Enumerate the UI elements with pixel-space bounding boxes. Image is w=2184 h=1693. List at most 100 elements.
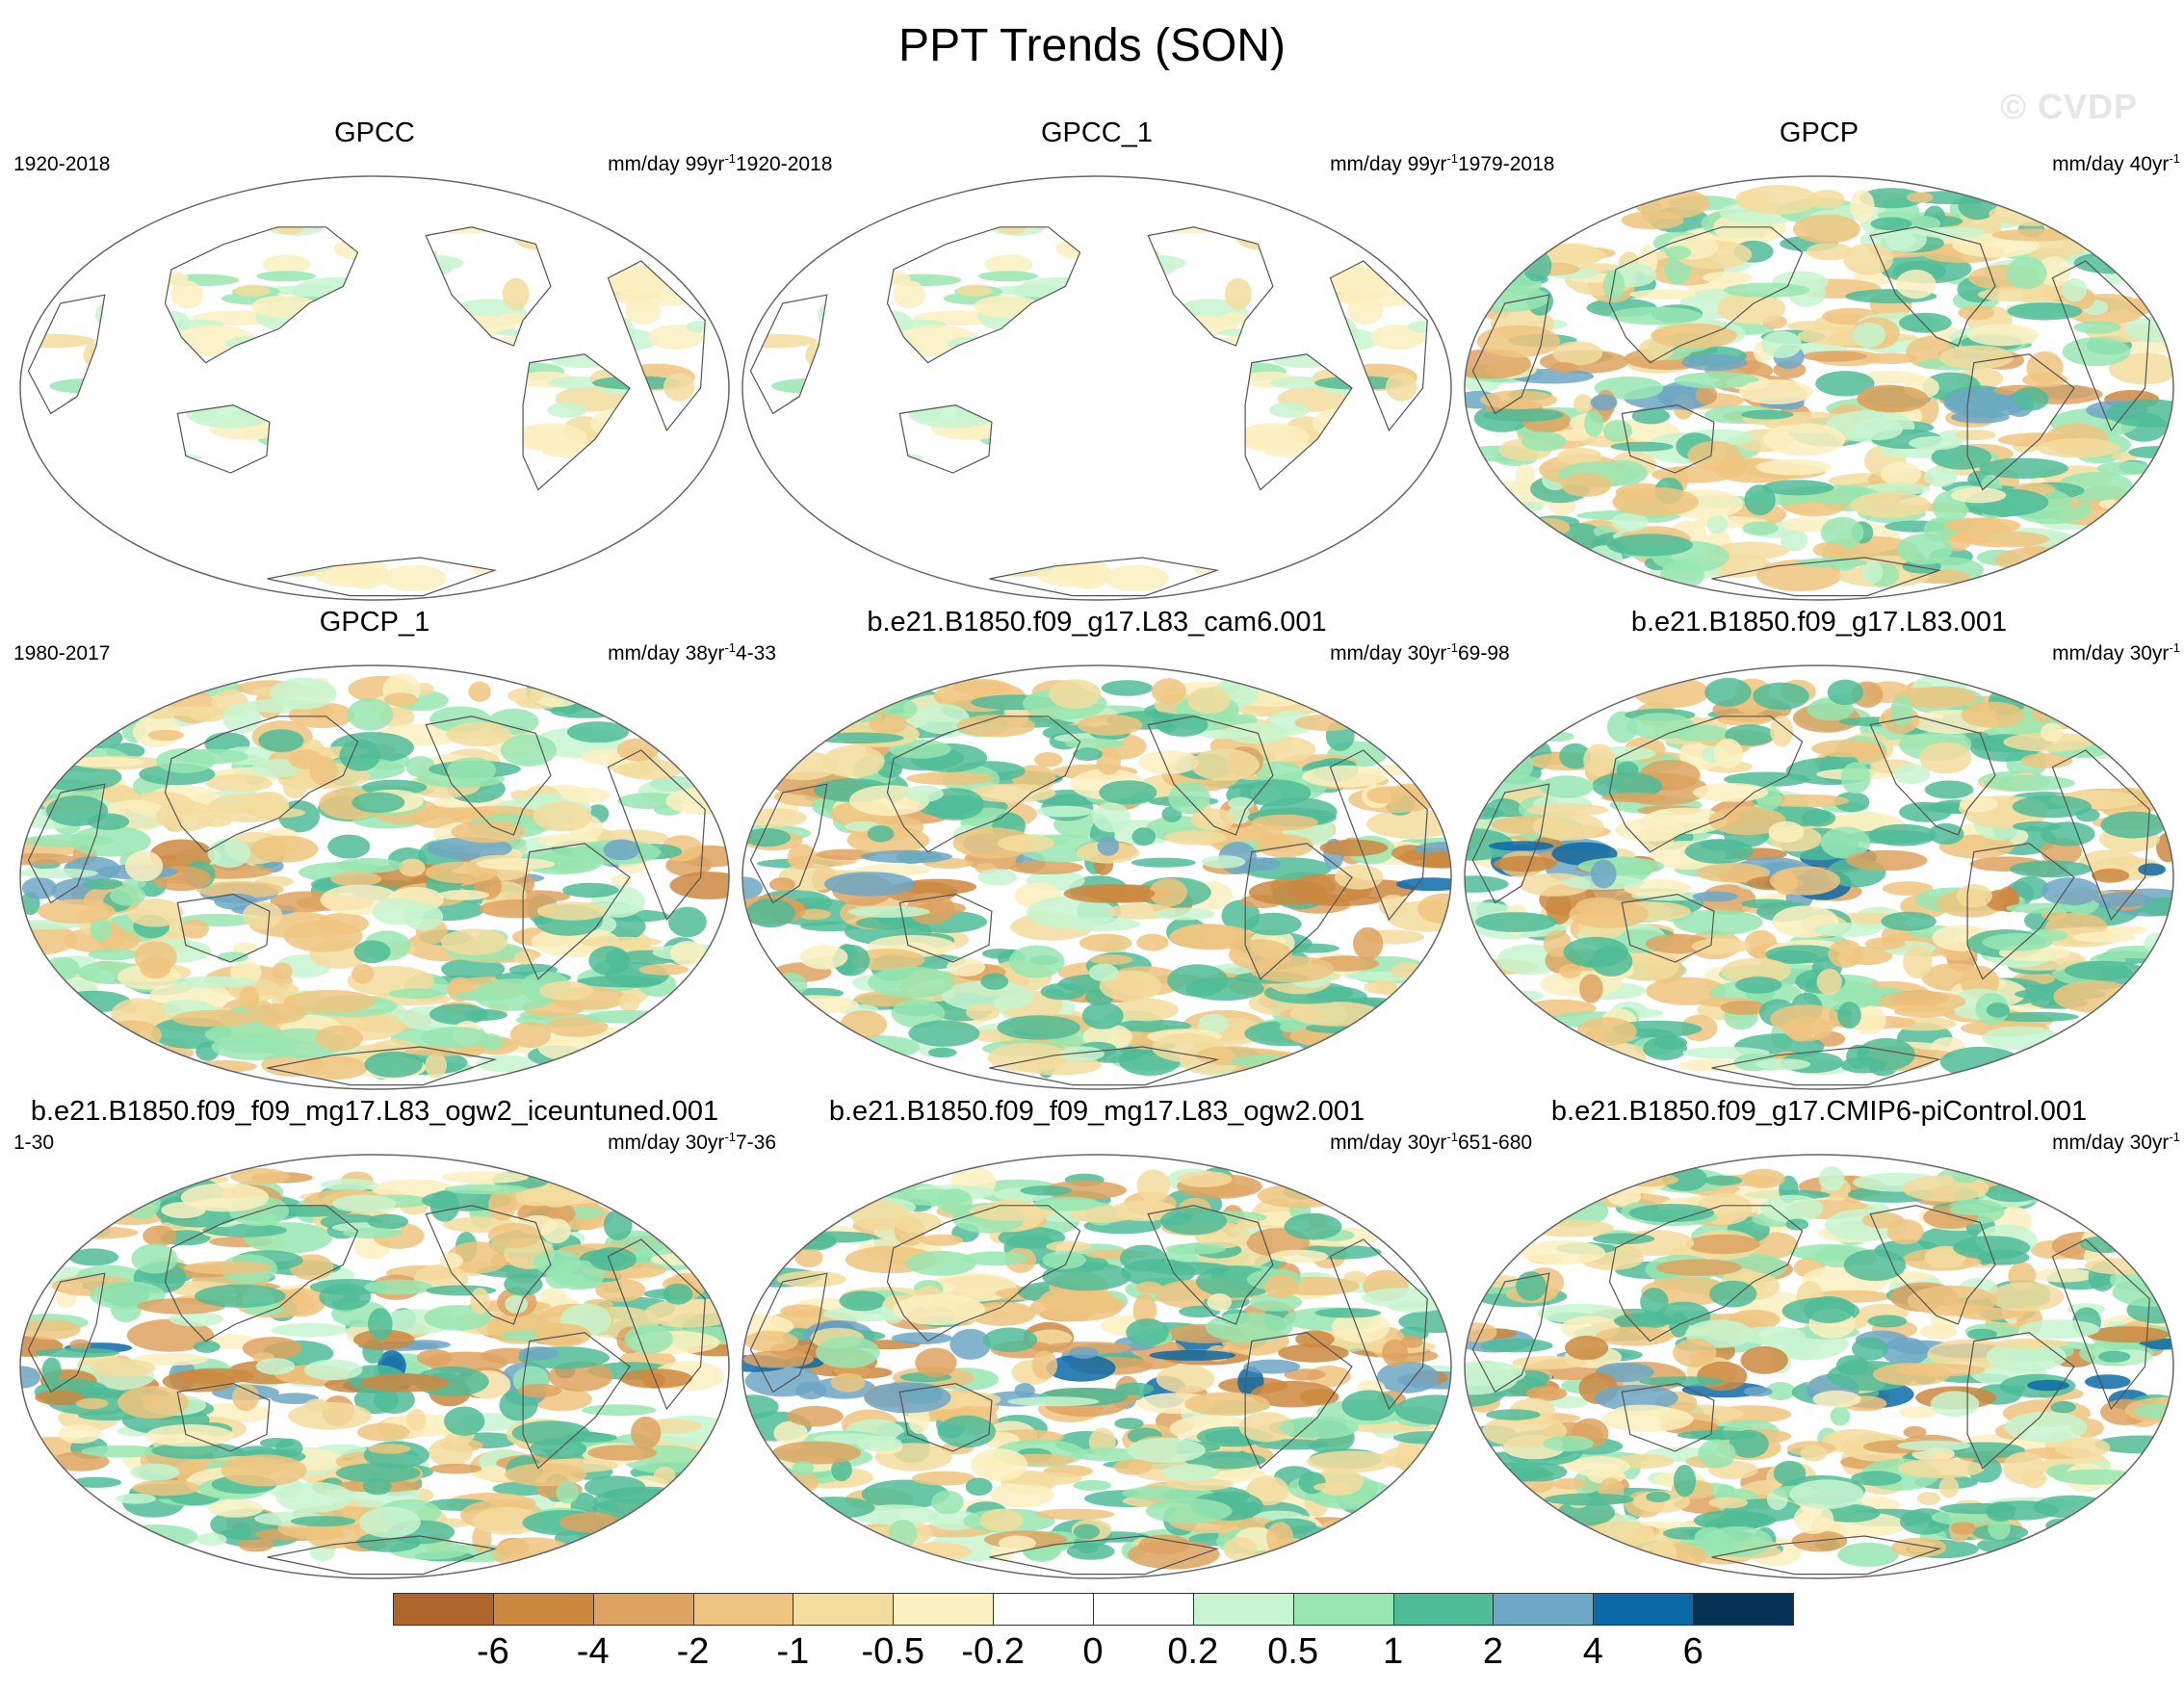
trend-contour-blob: [288, 749, 324, 769]
colorbar-tick-label: 0.5: [1267, 1631, 1319, 1672]
trend-contour-blob: [2009, 860, 2093, 878]
trend-contour-blob: [1545, 1493, 1634, 1506]
trend-contour-blob: [559, 1512, 621, 1533]
units-exponent: -1: [1446, 640, 1458, 655]
trend-contour-blob: [499, 1389, 538, 1421]
trend-contour-blob: [937, 1415, 997, 1448]
trend-contour-blob: [761, 281, 851, 298]
trend-contour-blob: [196, 1532, 227, 1547]
trend-contour-blob: [325, 295, 400, 327]
trend-contour-blob: [1184, 1451, 1266, 1470]
trend-contour-blob: [533, 801, 592, 832]
trend-contour-blob: [1105, 507, 1184, 535]
trend-contour-blob: [1870, 217, 1912, 231]
trend-contour-blob: [170, 280, 203, 309]
trend-contour-blob: [51, 1451, 110, 1472]
colorbar-swatch: [692, 1593, 794, 1626]
trend-contour-blob: [1859, 188, 1925, 209]
trend-contour-blob: [913, 504, 949, 534]
trend-contour-blob: [1966, 324, 2039, 347]
trend-contour-blob: [383, 692, 418, 707]
trend-contour-blob: [917, 476, 937, 504]
trend-contour-blob: [1022, 306, 1050, 325]
trend-contour-blob: [421, 356, 448, 386]
trend-contour-blob: [894, 1211, 942, 1234]
trend-contour-blob: [1279, 1022, 1302, 1032]
trend-contour-blob: [446, 1241, 509, 1274]
map-border: [1464, 175, 2174, 601]
coastline: [1966, 843, 2075, 980]
trend-contour-blob: [1264, 247, 1299, 257]
trend-contour-blob: [1143, 356, 1170, 386]
trend-contour-blob: [1050, 300, 1100, 328]
trend-contour-blob: [975, 506, 1016, 525]
trend-contour-blob: [1066, 1543, 1115, 1560]
trend-contour-blob: [959, 386, 992, 401]
panel-period: 1920-2018: [13, 153, 111, 175]
trend-contour-blob: [1992, 1338, 2068, 1349]
trend-contour-blob: [1899, 1406, 1938, 1419]
trend-contour-blob: [1167, 964, 1229, 997]
units-exponent: -1: [724, 640, 736, 655]
trend-contour-blob: [1486, 1409, 1541, 1420]
trend-contour-blob: [1034, 1508, 1115, 1521]
trend-contour-blob: [299, 306, 327, 325]
trend-contour-blob: [330, 872, 382, 887]
trend-contour-blob: [2006, 902, 2079, 914]
trend-contour-blob: [531, 515, 564, 542]
trend-contour-blob: [1986, 1341, 2067, 1372]
trend-contour-blob: [283, 920, 363, 952]
trend-contour-blob: [1046, 1354, 1116, 1382]
trend-contour-blob: [1465, 284, 1550, 313]
trend-contour-blob: [356, 1422, 410, 1442]
trend-contour-blob: [1035, 805, 1094, 818]
trend-contour-blob: [2022, 372, 2068, 388]
trend-contour-blob: [365, 529, 456, 556]
trend-contour-blob: [1465, 828, 1514, 861]
trend-contour-blob: [1673, 1464, 1697, 1498]
trend-contour-blob: [1712, 541, 1789, 560]
precip-trend-field: [742, 1166, 1451, 1570]
trend-contour-blob: [441, 510, 468, 522]
coastline: [522, 353, 631, 491]
world-map: [741, 664, 1452, 1090]
trend-contour-blob: [500, 734, 557, 767]
trend-contour-blob: [110, 226, 145, 243]
trend-contour-blob: [968, 547, 1006, 576]
trend-contour-blob: [942, 980, 1034, 1012]
trend-contour-blob: [1198, 1013, 1229, 1034]
trend-contour-blob: [2080, 1236, 2131, 1253]
trend-contour-blob: [1132, 255, 1186, 272]
units-exponent: -1: [724, 151, 736, 166]
colorbar-labels: -6 -4 -2 -1 -0.5 -0.2 0 0.2 0.5 1 2 4 6: [0, 1628, 2184, 1676]
trend-contour-blob: [1521, 431, 1567, 452]
trend-contour-blob: [1703, 1175, 1743, 1186]
trend-contour-blob: [1104, 564, 1170, 592]
trend-contour-blob: [1903, 946, 1933, 978]
trend-contour-blob: [1250, 324, 1315, 339]
map-panel: GPCP_1 1980-2017 mm/day 38yr-1: [13, 605, 736, 1096]
trend-contour-blob: [509, 1021, 552, 1049]
coastline: [1608, 226, 1804, 364]
trend-contour-blob: [603, 839, 640, 861]
trend-contour-blob: [1251, 814, 1318, 831]
trend-contour-blob: [1355, 424, 1428, 452]
trend-contour-blob: [1353, 926, 1384, 960]
trend-contour-blob: [547, 402, 587, 418]
trend-contour-blob: [1096, 747, 1122, 775]
colorbar-swatch: [1593, 1593, 1695, 1626]
trend-contour-blob: [1243, 1359, 1301, 1374]
trend-contour-blob: [339, 347, 383, 358]
panel-title: GPCC_1: [1040, 117, 1154, 148]
trend-contour-blob: [1149, 878, 1187, 907]
trend-contour-blob: [588, 1247, 637, 1271]
trend-contour-blob: [272, 226, 308, 235]
coastline: [1471, 294, 1550, 415]
trend-contour-blob: [812, 732, 904, 744]
trend-contour-blob: [1120, 1244, 1166, 1272]
trend-contour-blob: [1522, 249, 1552, 282]
trend-contour-blob: [1190, 748, 1260, 781]
trend-contour-blob: [654, 1466, 676, 1485]
trend-contour-blob: [1064, 738, 1125, 750]
trend-contour-blob: [1366, 786, 1404, 804]
